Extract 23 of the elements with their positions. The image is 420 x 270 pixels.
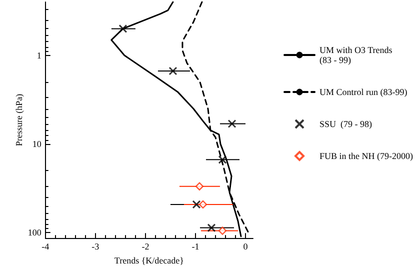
y-tick-label: 10 bbox=[32, 139, 42, 150]
x-tick-label: -3 bbox=[92, 242, 100, 252]
point bbox=[207, 224, 216, 232]
x-tick-label: -4 bbox=[42, 242, 50, 252]
legend-label: UM Control run (83-99) bbox=[320, 87, 408, 97]
x-axis-title: Trends {K/decade} bbox=[114, 256, 184, 266]
x-tick-label: 0 bbox=[243, 242, 248, 252]
legend-label: SSU (79 - 98) bbox=[320, 119, 372, 129]
point bbox=[195, 182, 204, 190]
legend-label: FUB in the NH (79-2000) bbox=[320, 151, 414, 161]
x-tick-label: -1 bbox=[192, 242, 200, 252]
x-tick-label: -2 bbox=[142, 242, 150, 252]
point bbox=[168, 66, 178, 76]
y-tick-label: 100 bbox=[28, 228, 42, 238]
point bbox=[118, 24, 128, 33]
point bbox=[218, 155, 227, 164]
y-tick-label: 1 bbox=[36, 50, 42, 60]
point bbox=[218, 226, 227, 235]
legend-label: UM with O3 Trends (83 - 99) bbox=[320, 45, 393, 65]
y-axis-title: Pressure (hPa) bbox=[14, 94, 24, 146]
point bbox=[228, 119, 236, 128]
point bbox=[192, 200, 201, 209]
point bbox=[198, 200, 208, 209]
